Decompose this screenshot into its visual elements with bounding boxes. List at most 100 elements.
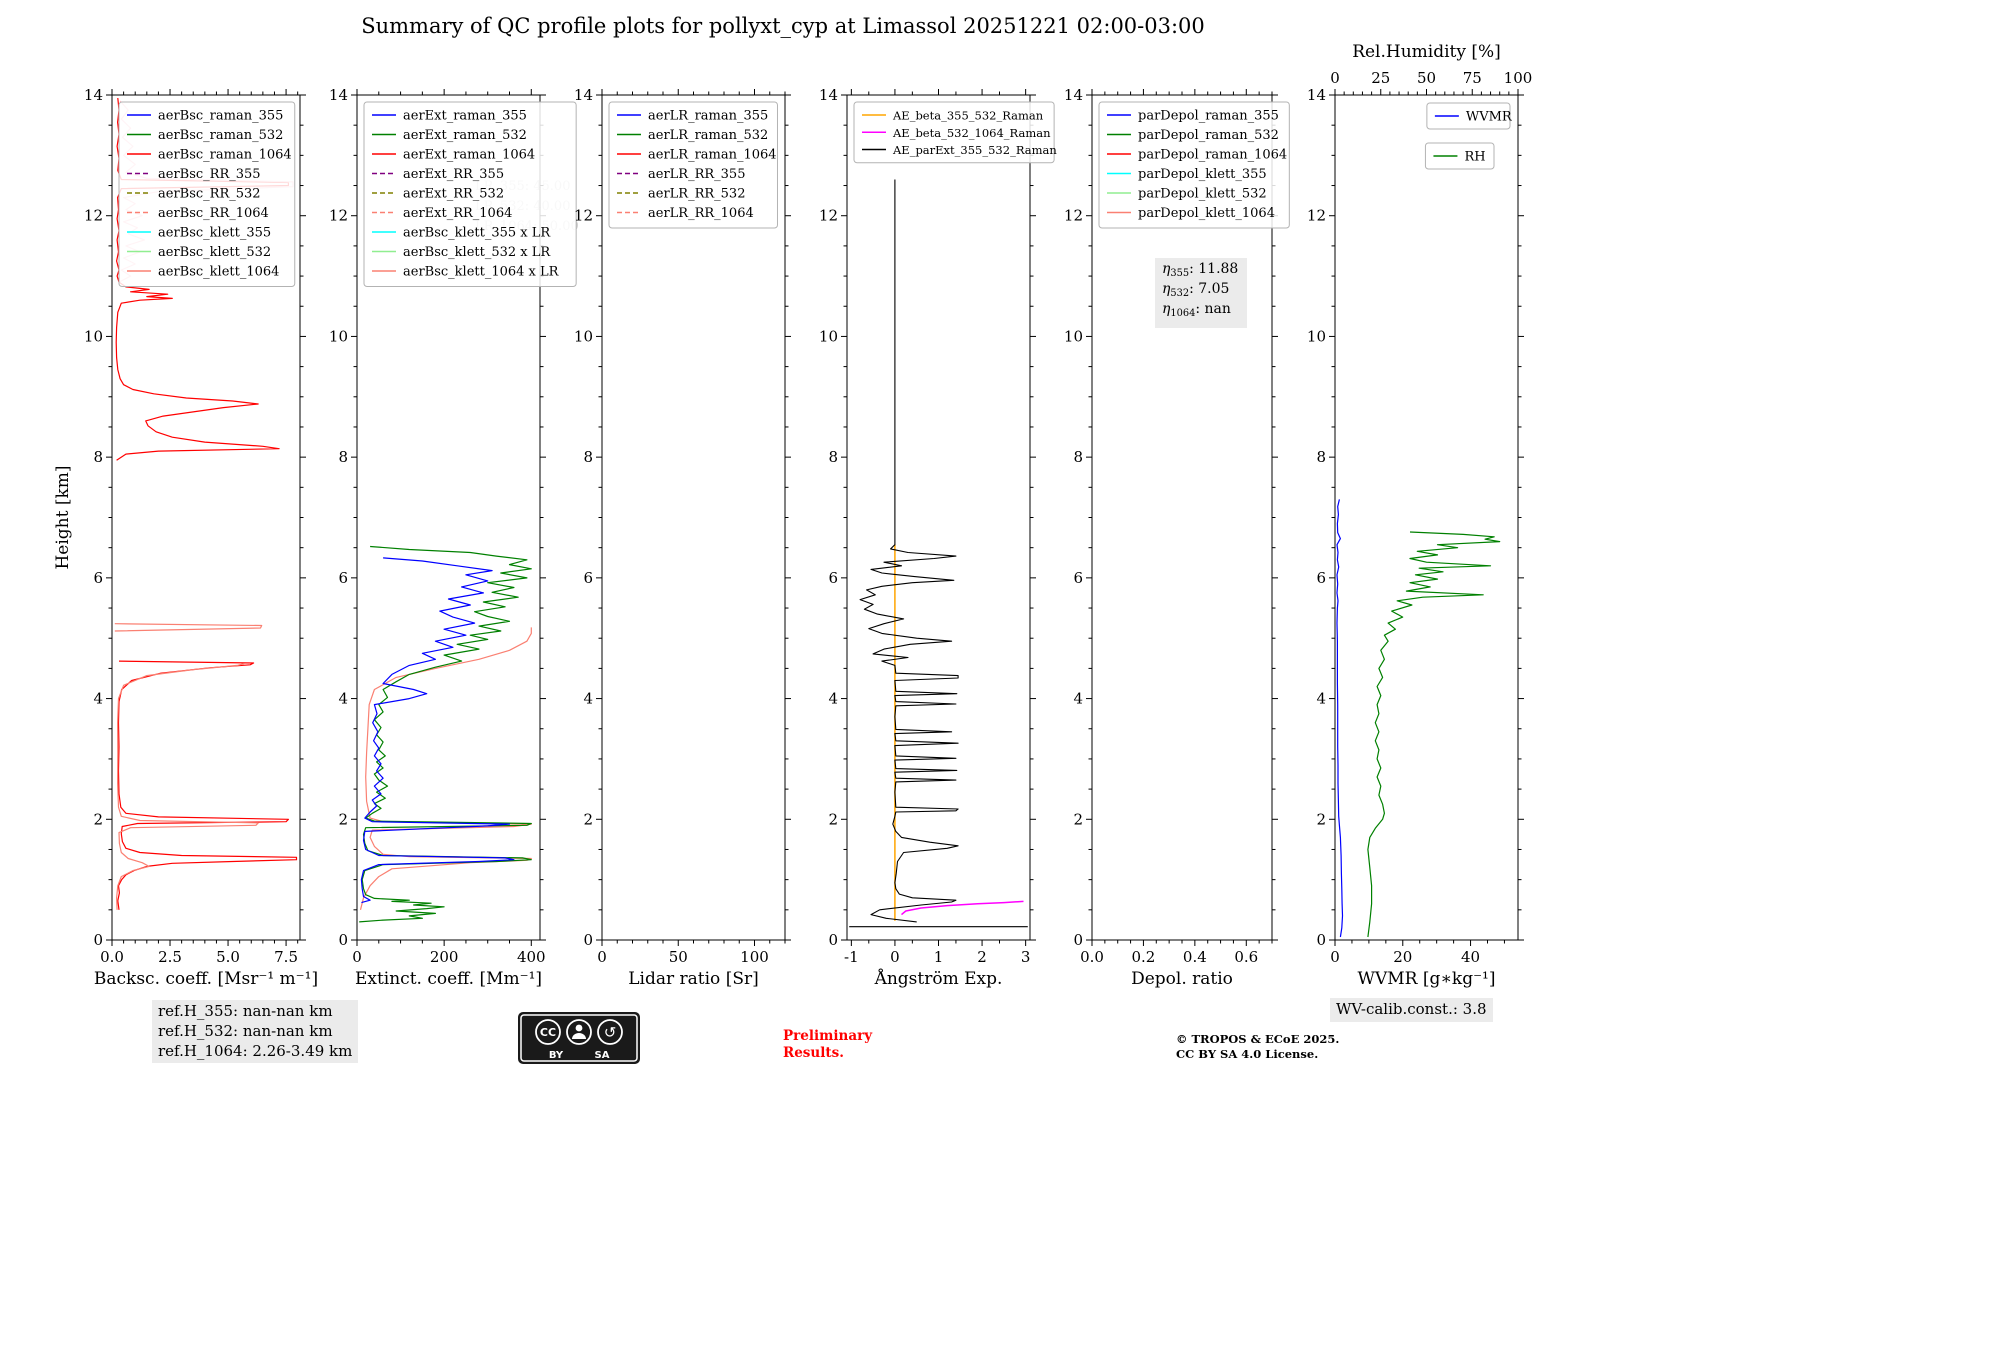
svg-text:AE_beta_532_1064_Raman: AE_beta_532_1064_Raman xyxy=(892,126,1051,140)
svg-text:0: 0 xyxy=(890,948,900,966)
angstroem-series xyxy=(849,179,1028,928)
legend-backscatter: aerBsc_raman_355 aerBsc_raman_532 aerBsc_r… xyxy=(118,101,296,287)
reference-height-annotation: ref.H_355: nan-nan km ref.H_532: nan-nan… xyxy=(152,1000,359,1064)
legend-angstroem: AE_beta_355_532_Raman AE_beta_532_1064_Ra… xyxy=(853,101,1057,164)
svg-text:4: 4 xyxy=(583,690,593,708)
svg-text:0: 0 xyxy=(338,931,348,949)
svg-text:6: 6 xyxy=(338,569,348,587)
svg-text:50: 50 xyxy=(669,948,688,966)
svg-text:12: 12 xyxy=(329,207,348,225)
svg-text:10: 10 xyxy=(819,327,838,345)
legend-extinction: aerExt_raman_355 aerExt_raman_532 aerExt_r… xyxy=(363,101,577,287)
svg-text:aerLR_RR_355: aerLR_RR_355 xyxy=(648,167,745,182)
panel-extinction: LR_355: 45.00LR_532: 40.00LR_1064: 50.00… xyxy=(329,86,579,989)
svg-text:25: 25 xyxy=(1371,69,1390,87)
svg-text:6: 6 xyxy=(828,569,838,587)
svg-text:10: 10 xyxy=(1307,327,1326,345)
svg-text:0.6: 0.6 xyxy=(1234,948,1258,966)
wvmr-series xyxy=(1336,499,1501,938)
svg-text:aerBsc_raman_355: aerBsc_raman_355 xyxy=(158,109,283,124)
svg-text:2: 2 xyxy=(1073,810,1083,828)
svg-text:2.5: 2.5 xyxy=(158,948,182,966)
svg-text:14: 14 xyxy=(329,86,348,104)
series-aerBsc_klett_1064 x LR xyxy=(359,627,532,910)
svg-text:75: 75 xyxy=(1463,69,1482,87)
preliminary-results-note: Preliminary Results. xyxy=(783,1028,873,1061)
svg-text:↺: ↺ xyxy=(604,1024,617,1042)
svg-text:aerBsc_klett_355: aerBsc_klett_355 xyxy=(158,226,271,241)
cc-icon xyxy=(535,1019,561,1045)
svg-text:WVMR: WVMR xyxy=(1466,110,1513,125)
svg-text:14: 14 xyxy=(84,86,103,104)
svg-text:4: 4 xyxy=(1316,690,1326,708)
svg-text:12: 12 xyxy=(1064,207,1083,225)
legend-lidar-ratio: aerLR_raman_355 aerLR_raman_532 aerLR_rama… xyxy=(608,101,778,229)
svg-text:WVMR [g∗kg⁻¹]: WVMR [g∗kg⁻¹] xyxy=(1357,969,1495,989)
svg-text:aerBsc_raman_1064: aerBsc_raman_1064 xyxy=(158,148,292,163)
svg-text:Rel.Humidity [%]: Rel.Humidity [%] xyxy=(1352,42,1501,62)
by-person-icon xyxy=(566,1019,592,1045)
svg-text:0: 0 xyxy=(352,948,362,966)
svg-text:8: 8 xyxy=(1316,448,1326,466)
svg-text:parDepol_klett_355: parDepol_klett_355 xyxy=(1138,167,1267,182)
cc-icon-label: CC xyxy=(540,1026,556,1039)
svg-text:aerExt_RR_1064: aerExt_RR_1064 xyxy=(403,206,512,221)
svg-text:0.0: 0.0 xyxy=(1080,948,1104,966)
svg-text:aerLR_raman_1064: aerLR_raman_1064 xyxy=(648,148,777,163)
svg-text:3: 3 xyxy=(1021,948,1031,966)
extinction-axes: 0 200 400 0 2 4 6 8 10 12 14 Extinct. coeff. [Mm⁻¹] xyxy=(329,86,546,989)
svg-text:12: 12 xyxy=(84,207,103,225)
svg-text:aerExt_raman_355: aerExt_raman_355 xyxy=(403,109,527,124)
sa-arrow-icon xyxy=(597,1019,623,1045)
legend-RH: RH xyxy=(1424,142,1495,170)
svg-text:η532: 7.05: η532: 7.05 xyxy=(1162,281,1229,299)
svg-text:-1: -1 xyxy=(844,948,859,966)
svg-text:0.4: 0.4 xyxy=(1183,948,1207,966)
legend-WVMR: WVMR xyxy=(1426,102,1513,130)
series-WVMR xyxy=(1336,499,1344,938)
svg-text:4: 4 xyxy=(828,690,838,708)
svg-text:0: 0 xyxy=(93,931,103,949)
svg-text:7.5: 7.5 xyxy=(274,948,298,966)
svg-text:2: 2 xyxy=(93,810,103,828)
svg-text:6: 6 xyxy=(1316,569,1326,587)
svg-text:0: 0 xyxy=(583,931,593,949)
svg-text:Lidar ratio [Sr]: Lidar ratio [Sr] xyxy=(628,969,758,989)
svg-text:12: 12 xyxy=(1307,207,1326,225)
svg-text:10: 10 xyxy=(84,327,103,345)
svg-text:Depol. ratio: Depol. ratio xyxy=(1131,969,1233,989)
svg-text:η1064: nan: η1064: nan xyxy=(1162,301,1231,319)
svg-text:aerExt_raman_1064: aerExt_raman_1064 xyxy=(403,148,535,163)
series-aerBsc_klett_1064 xyxy=(115,663,259,910)
svg-text:AE_beta_355_532_Raman: AE_beta_355_532_Raman xyxy=(892,109,1044,123)
page-title: Summary of QC profile plots for pollyxt_… xyxy=(361,14,1205,38)
svg-text:14: 14 xyxy=(819,86,838,104)
svg-text:aerExt_RR_532: aerExt_RR_532 xyxy=(403,187,504,202)
series-aerExt_raman_532 xyxy=(359,545,532,923)
svg-text:aerExt_RR_355: aerExt_RR_355 xyxy=(403,167,504,182)
svg-text:parDepol_raman_532: parDepol_raman_532 xyxy=(1138,128,1279,143)
copyright-note: © TROPOS & ECoE 2025. CC BY SA 4.0 Licen… xyxy=(1176,1032,1340,1061)
svg-text:8: 8 xyxy=(1073,448,1083,466)
svg-text:0.0: 0.0 xyxy=(100,948,124,966)
backscatter-axes: 0.0 2.5 5.0 7.5 0 2 4 6 8 10 12 14 Backsc. coeff. [M… xyxy=(53,86,318,989)
svg-text:η355: 11.88: η355: 11.88 xyxy=(1162,261,1238,279)
svg-text:4: 4 xyxy=(338,690,348,708)
svg-text:40: 40 xyxy=(1461,948,1480,966)
svg-text:10: 10 xyxy=(574,327,593,345)
svg-text:0: 0 xyxy=(1330,948,1340,966)
svg-text:100: 100 xyxy=(1504,69,1533,87)
svg-text:14: 14 xyxy=(574,86,593,104)
svg-text:Ångström Exp.: Ångström Exp. xyxy=(874,968,1003,989)
svg-text:400: 400 xyxy=(517,948,546,966)
series-aerBsc_klett_1064 xyxy=(114,623,263,632)
svg-text:aerBsc_klett_355 x LR: aerBsc_klett_355 x LR xyxy=(403,226,551,241)
svg-text:parDepol_klett_1064: parDepol_klett_1064 xyxy=(1138,206,1275,221)
svg-text:0: 0 xyxy=(1316,931,1326,949)
svg-text:parDepol_klett_532: parDepol_klett_532 xyxy=(1138,187,1267,202)
cc-by-label: BY xyxy=(549,1050,564,1061)
svg-text:Height [km]: Height [km] xyxy=(53,465,73,569)
svg-text:6: 6 xyxy=(583,569,593,587)
